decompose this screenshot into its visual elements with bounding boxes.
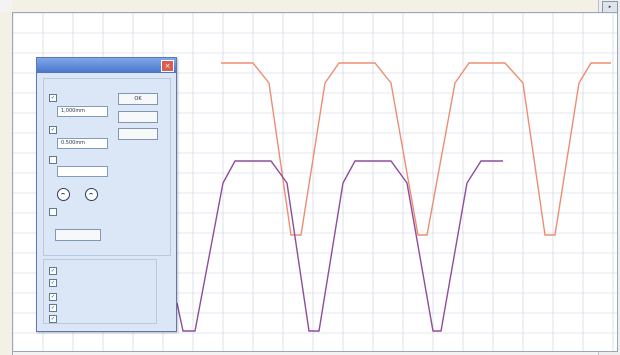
check-3[interactable] (49, 156, 57, 164)
movement-group (43, 78, 171, 256)
settings-dialog[interactable]: × ✓ 1,000mm ✓ 0.500mm OK ✓ ✓ ✓ ✓ ✓ (36, 57, 177, 332)
check-7[interactable]: ✓ (49, 293, 57, 301)
right-round-icon[interactable] (85, 188, 98, 201)
cancel-button[interactable] (118, 111, 158, 123)
orange-waveform (221, 62, 611, 236)
value-1[interactable]: 1,000mm (57, 106, 108, 117)
close-icon[interactable]: × (161, 60, 174, 72)
purple-waveform (176, 160, 503, 332)
value-3[interactable] (57, 166, 108, 177)
dialog-titlebar[interactable]: × (37, 58, 176, 73)
check-2[interactable]: ✓ (49, 126, 57, 134)
left-round-icon[interactable] (57, 188, 70, 201)
apply-button[interactable] (55, 229, 101, 241)
check-9[interactable]: ✓ (49, 315, 57, 323)
check-6[interactable]: ✓ (49, 279, 57, 287)
ok-button[interactable]: OK (118, 93, 158, 105)
check-8[interactable]: ✓ (49, 304, 57, 312)
value-2[interactable]: 0.500mm (57, 138, 108, 149)
help-button[interactable] (118, 128, 158, 140)
check-5[interactable]: ✓ (49, 267, 57, 275)
check-4[interactable] (49, 208, 57, 216)
display-group (43, 259, 157, 324)
check-1[interactable]: ✓ (49, 94, 57, 102)
